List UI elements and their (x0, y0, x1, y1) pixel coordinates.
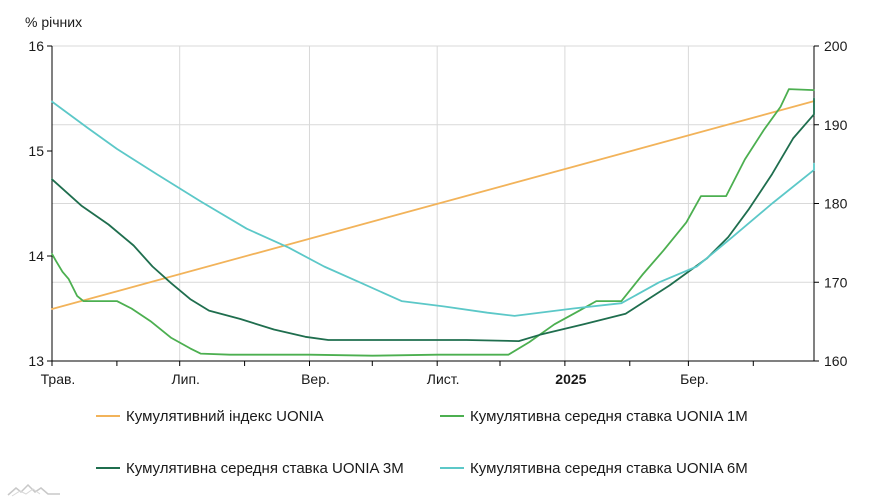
series-lines (51, 88, 815, 357)
x-tick-label: Лип. (171, 371, 199, 387)
x-tick-label: Бер. (680, 371, 709, 387)
series-line-uonia-index (51, 100, 815, 310)
y-tick-label: 15 (28, 143, 44, 159)
legend-item-uonia-3m: Кумулятивна середня ставка UONIA 3M (96, 454, 436, 482)
legend-swatch (440, 467, 464, 469)
logo-icon (7, 483, 60, 497)
y-tick-label: 16 (28, 38, 44, 54)
y-tick-label: 14 (28, 248, 44, 264)
legend-item-uonia-index: Кумулятивний індекс UONIA (96, 402, 436, 430)
gridlines (52, 45, 814, 362)
legend-label: Кумулятивна середня ставка UONIA 1M (470, 407, 748, 425)
legend-label: Кумулятивна середня ставка UONIA 6M (470, 459, 748, 477)
y-tick-label: 180 (824, 196, 848, 212)
series-line-uonia-6m (51, 100, 815, 317)
x-axis-ticks: Трав. Лип. Вер. Лист. 2025 Бер. (41, 361, 754, 387)
legend-label: Кумулятивна середня ставка UONIA 3M (126, 459, 404, 477)
legend-item-uonia-6m: Кумулятивна середня ставка UONIA 6M (440, 454, 800, 482)
y-axis-label: % річних (25, 14, 82, 30)
legend-swatch (96, 415, 120, 417)
legend-item-uonia-1m: Кумулятивна середня ставка UONIA 1M (440, 402, 800, 430)
legend-swatch (96, 467, 120, 469)
y-tick-label: 170 (824, 274, 848, 290)
x-tick-label: Лист. (427, 371, 460, 387)
series-line-uonia-1m (51, 88, 815, 357)
legend-swatch (440, 415, 464, 417)
x-tick-label: Вер. (301, 371, 330, 387)
x-tick-label: 2025 (555, 371, 586, 387)
y-axis-left-ticks: 13 14 15 16 (28, 38, 52, 369)
y-tick-label: 200 (824, 38, 848, 54)
legend-label: Кумулятивний індекс UONIA (126, 407, 324, 425)
legend: Кумулятивний індекс UONIA Кумулятивна се… (96, 402, 856, 482)
series-line-uonia-3m (51, 97, 815, 343)
y-tick-label: 160 (824, 353, 848, 369)
x-tick-label: Трав. (41, 371, 76, 387)
y-tick-label: 13 (28, 353, 44, 369)
y-tick-label: 190 (824, 117, 848, 133)
y-axis-right-ticks: 160 170 180 190 200 (814, 38, 848, 369)
